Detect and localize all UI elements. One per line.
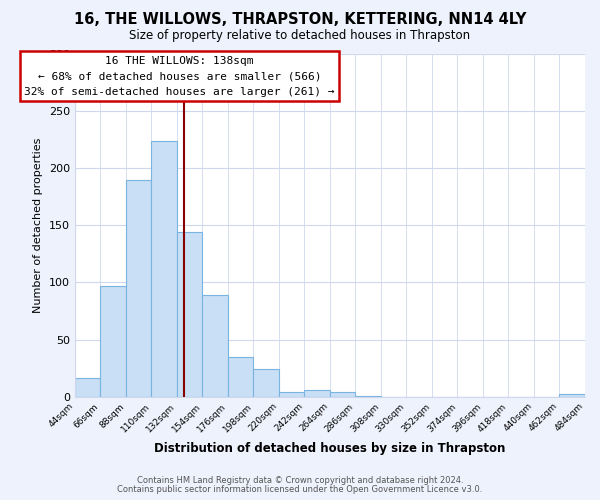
Text: Size of property relative to detached houses in Thrapston: Size of property relative to detached ho… bbox=[130, 29, 470, 42]
Bar bbox=[253, 370, 279, 396]
Bar bbox=[151, 141, 177, 397]
Text: 16, THE WILLOWS, THRAPSTON, KETTERING, NN14 4LY: 16, THE WILLOWS, THRAPSTON, KETTERING, N… bbox=[74, 12, 526, 28]
Bar bbox=[330, 392, 355, 396]
X-axis label: Distribution of detached houses by size in Thrapston: Distribution of detached houses by size … bbox=[154, 442, 506, 455]
Bar bbox=[75, 378, 100, 396]
Text: Contains public sector information licensed under the Open Government Licence v3: Contains public sector information licen… bbox=[118, 485, 482, 494]
Bar bbox=[126, 180, 151, 396]
Bar bbox=[100, 286, 126, 397]
Bar bbox=[177, 232, 202, 396]
Bar bbox=[279, 392, 304, 396]
Bar bbox=[559, 394, 585, 396]
Text: 16 THE WILLOWS: 138sqm
← 68% of detached houses are smaller (566)
32% of semi-de: 16 THE WILLOWS: 138sqm ← 68% of detached… bbox=[24, 56, 335, 97]
Bar bbox=[304, 390, 330, 396]
Y-axis label: Number of detached properties: Number of detached properties bbox=[34, 138, 43, 313]
Text: Contains HM Land Registry data © Crown copyright and database right 2024.: Contains HM Land Registry data © Crown c… bbox=[137, 476, 463, 485]
Bar bbox=[228, 356, 253, 397]
Bar bbox=[202, 295, 228, 396]
